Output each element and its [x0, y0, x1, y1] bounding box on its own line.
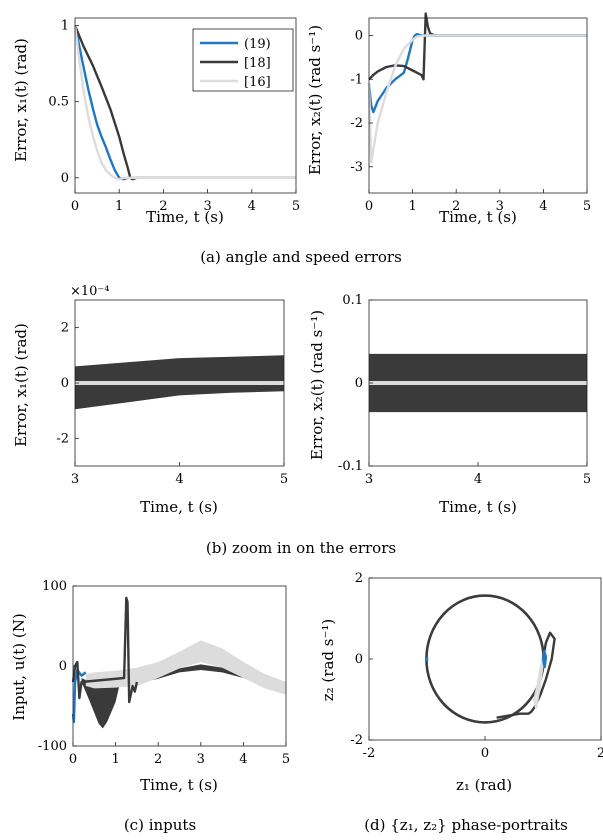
c-band-1 — [85, 640, 286, 695]
b2-ylabel: Error, x₂(t) (rad s⁻¹) — [308, 310, 326, 460]
a2-ytick-label: -1 — [350, 72, 363, 87]
c-plot-area — [71, 596, 286, 729]
legend-label-16: [16] — [244, 75, 271, 90]
c-ylabel: Input, u(t) (N) — [10, 613, 28, 720]
b1-xtick-label: 4 — [175, 472, 183, 487]
b1-exponent: ×10⁻⁴ — [70, 284, 110, 299]
c-xtick-label: 2 — [154, 752, 162, 767]
b1-ytick-label: -2 — [56, 431, 69, 446]
c-xlabel: Time, t (s) — [140, 776, 218, 794]
d-xlabel: z₁ (rad) — [456, 776, 512, 794]
b2-xtick-label: 4 — [474, 472, 482, 487]
c-ytick-label: 100 — [42, 579, 67, 594]
b2-ytick-label: 0 — [355, 376, 363, 391]
d-xtick-label: -2 — [363, 746, 376, 761]
panel-angle-error-zoom: Error, x₁(t) (rad) Time, t (s) ×10⁻⁴ 3 4 5… — [12, 284, 288, 516]
b2-xtick-label: 3 — [365, 472, 373, 487]
b2-xtick-label: 5 — [583, 472, 591, 487]
d-xtick-label: 2 — [597, 746, 603, 761]
b1-ytick-label: 2 — [61, 321, 69, 336]
a2-ytick-label: -3 — [350, 160, 363, 175]
c-xtick-label: 4 — [239, 752, 247, 767]
d-series-1 — [533, 658, 545, 709]
a2-ytick-label: 0 — [355, 29, 363, 44]
c-series-0 — [71, 668, 87, 724]
a1-xtick-label: 0 — [71, 199, 79, 214]
a1-ytick-label: 0.5 — [48, 95, 69, 110]
b1-plot-area — [75, 355, 284, 410]
c-xtick-label: 0 — [69, 752, 77, 767]
legend-label-19: (19) — [244, 37, 271, 52]
b2-ytick-label: 0.1 — [342, 293, 363, 308]
d-ylabel: z₂ (rad s⁻¹) — [319, 619, 337, 702]
d-series-0 — [496, 631, 556, 719]
panel-speed-error: Error, x₂(t) (rad s⁻¹) Time, t (s) 0 1 2 3 4… — [306, 12, 591, 226]
d-axes-box — [368, 577, 602, 741]
d-plot-area — [425, 594, 556, 724]
a2-series-2 — [367, 34, 587, 164]
b1-ytick-label: 0 — [61, 376, 69, 391]
a1-xtick-label: 1 — [115, 199, 123, 214]
c-series-1 — [71, 596, 139, 704]
d-ytick-label: -2 — [350, 733, 363, 748]
a1-series-1 — [73, 25, 296, 181]
a1-axes-box — [74, 17, 297, 194]
b2-plot-area — [369, 353, 587, 413]
c-ytick-label: -100 — [38, 739, 67, 754]
a1-xtick-label: 4 — [248, 199, 256, 214]
a1-ytick-label: 0 — [61, 171, 69, 186]
a2-xtick-label: 0 — [365, 199, 373, 214]
b2-ytick-label: -0.1 — [338, 459, 363, 474]
c-xtick-label: 5 — [282, 752, 290, 767]
d-limit-cycle-0 — [426, 595, 544, 723]
d-series-2 — [541, 649, 548, 669]
a2-ylabel: Error, x₂(t) (rad s⁻¹) — [306, 25, 324, 175]
a2-xtick-label: 3 — [496, 199, 504, 214]
caption-a: (a) angle and speed errors — [200, 248, 402, 266]
b1-xtick-label: 5 — [280, 472, 288, 487]
legend-label-18: [18] — [244, 56, 271, 71]
d-ytick-label: 2 — [355, 571, 363, 586]
b2-xlabel: Time, t (s) — [439, 498, 517, 516]
a1-plot-area — [73, 25, 296, 181]
c-xtick-label: 3 — [197, 752, 205, 767]
panel-phase-portraits: z₂ (rad s⁻¹) z₁ (rad) -2 0 2 -2 0 2 — [319, 571, 603, 794]
c-ytick-label: 0 — [59, 659, 67, 674]
a2-xtick-label: 2 — [452, 199, 460, 214]
a1-xlabel: Time, t (s) — [146, 208, 224, 226]
a1-ylabel: Error, x₁(t) (rad) — [12, 38, 30, 162]
c-xtick-label: 1 — [111, 752, 119, 767]
b1-xtick-label: 3 — [71, 472, 79, 487]
panel-speed-error-zoom: Error, x₂(t) (rad s⁻¹) Time, t (s) 3 4 5 -0… — [308, 293, 591, 516]
a2-series-1 — [368, 12, 587, 81]
panel-inputs: Input, u(t) (N) Time, t (s) 0 1 2 3 4 5-10001… — [10, 579, 290, 794]
d-xtick-label: 0 — [481, 746, 489, 761]
a1-legend: (19) [18] [16] — [192, 28, 294, 92]
d-limit-cycle-1 — [425, 594, 545, 724]
a2-axes-box — [368, 17, 588, 194]
a1-xtick-label: 3 — [203, 199, 211, 214]
a1-xtick-label: 5 — [292, 199, 300, 214]
a2-xlabel: Time, t (s) — [439, 208, 517, 226]
b1-ylabel: Error, x₁(t) (rad) — [12, 323, 30, 447]
a2-plot-area — [367, 12, 587, 164]
a1-series-2 — [73, 25, 296, 181]
a2-xtick-label: 5 — [583, 199, 591, 214]
panel-angle-error: Error, x₁(t) (rad) Time, t (s) 0 1 2 3 4 5 0 0.… — [12, 17, 300, 226]
a2-series-0 — [367, 33, 587, 114]
caption-d: (d) {z₁, z₂} phase-portraits — [364, 816, 568, 834]
caption-c: (c) inputs — [124, 816, 196, 834]
b1-xlabel: Time, t (s) — [140, 498, 218, 516]
caption-b: (b) zoom in on the errors — [206, 539, 396, 557]
a2-xtick-label: 1 — [408, 199, 416, 214]
a2-xtick-label: 4 — [539, 199, 547, 214]
a1-xtick-label: 2 — [159, 199, 167, 214]
a2-ytick-label: -2 — [350, 116, 363, 131]
a1-ytick-label: 1 — [61, 19, 69, 34]
d-ytick-label: 0 — [355, 652, 363, 667]
